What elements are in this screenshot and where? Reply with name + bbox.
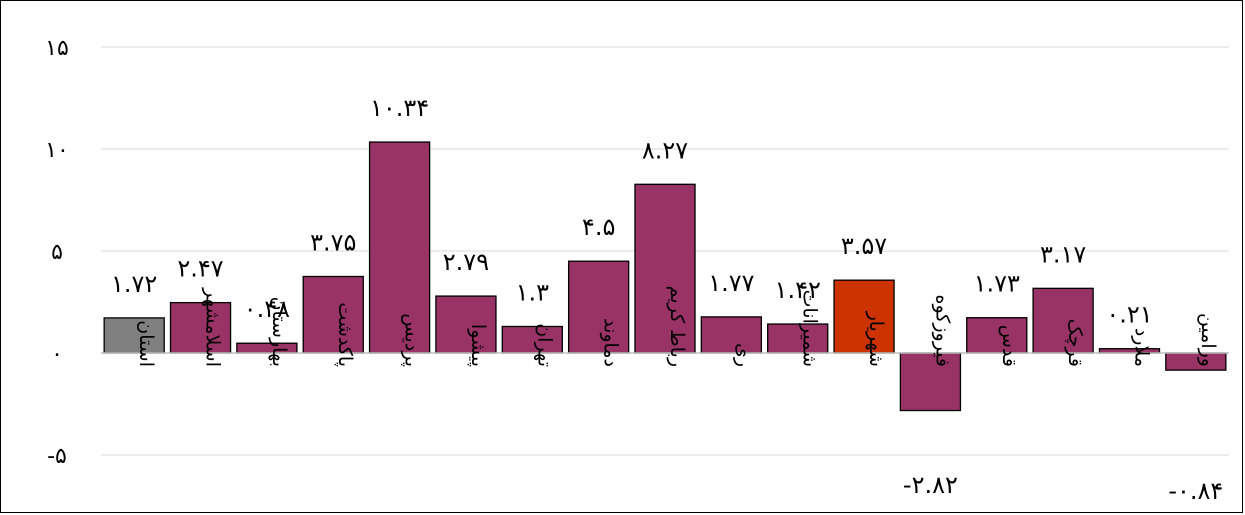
category-label: استان (135, 320, 157, 367)
data-label: ۸.۲۷ (642, 136, 688, 164)
bar (634, 183, 696, 354)
bar (435, 295, 497, 354)
category-label: رباط کریم (666, 286, 688, 367)
category-label: شهریار (865, 311, 887, 367)
bar (302, 275, 364, 354)
data-label: ۲.۴۷ (177, 255, 223, 283)
y-tick-label: ۱۰ (45, 138, 69, 163)
category-label: فیروزکوه (931, 295, 953, 367)
grid-lines (101, 46, 1229, 456)
category-label: دماوند (600, 318, 622, 367)
data-label: ۴.۵ (582, 213, 615, 241)
y-tick-label: -۵ (47, 444, 67, 469)
bar (103, 317, 165, 354)
data-label: ۱.۷۲ (111, 270, 157, 298)
data-labels: ۱.۷۲ ۲.۴۷ ۰.۴۸ ۳.۷۵ ۱۰.۳۴ ۲.۷۹ ۱.۳ ۴.۵ ۸.۲۷ ۱.۷۷ ۱… (111, 94, 1223, 505)
y-tick-label: ۵ (51, 240, 63, 265)
category-label: پاکدشت (334, 302, 356, 367)
y-tick-label: ۱۵ (45, 36, 69, 61)
data-label: ۳.۱۷ (1040, 240, 1086, 268)
data-label: ۱.۴۲ (775, 276, 821, 304)
data-label: ۱.۷۷ (708, 269, 754, 297)
data-label: ۳.۷۵ (310, 229, 356, 257)
data-label: ۲.۷۹ (443, 248, 489, 276)
data-label: ۱.۳ (516, 278, 550, 306)
category-label: بهارستان (268, 297, 290, 367)
bar (501, 325, 563, 354)
bar (567, 260, 630, 354)
data-label: ۳.۵۷ (841, 232, 887, 260)
bar (899, 352, 962, 412)
category-label: ورامین (1197, 313, 1219, 367)
bar (1032, 287, 1094, 354)
category-label: ملارد (1130, 328, 1152, 367)
category-label: تهران (533, 323, 555, 367)
bar (966, 317, 1028, 354)
category-label: ری (732, 343, 754, 367)
y-axis-ticks: -۵ ۰ ۵ ۱۰ ۱۵ (45, 36, 69, 469)
y-tick-label: ۰ (51, 342, 63, 367)
category-label: قدس (998, 325, 1020, 367)
bar (833, 279, 895, 354)
data-label: ۱۰.۳۴ (370, 94, 429, 122)
data-label: -۰.۸۴ (1168, 477, 1223, 505)
category-label: پیشوا (467, 324, 489, 367)
category-label: شمیرانات (799, 290, 821, 367)
data-label: ۰.۲۱ (1106, 301, 1152, 329)
category-label: قرچک (1064, 319, 1086, 367)
data-label: -۲.۸۲ (903, 471, 958, 499)
category-label: اسلامشهر (202, 287, 224, 367)
data-label: ۰.۴۸ (244, 295, 290, 323)
category-labels: استان اسلامشهر بهارستان پاکدشت پردیس پیشوا تهر… (135, 286, 1219, 367)
bars (103, 141, 1227, 412)
data-label: ۱.۷۳ (974, 270, 1020, 298)
category-label: پردیس (401, 313, 423, 367)
bar (767, 323, 829, 354)
